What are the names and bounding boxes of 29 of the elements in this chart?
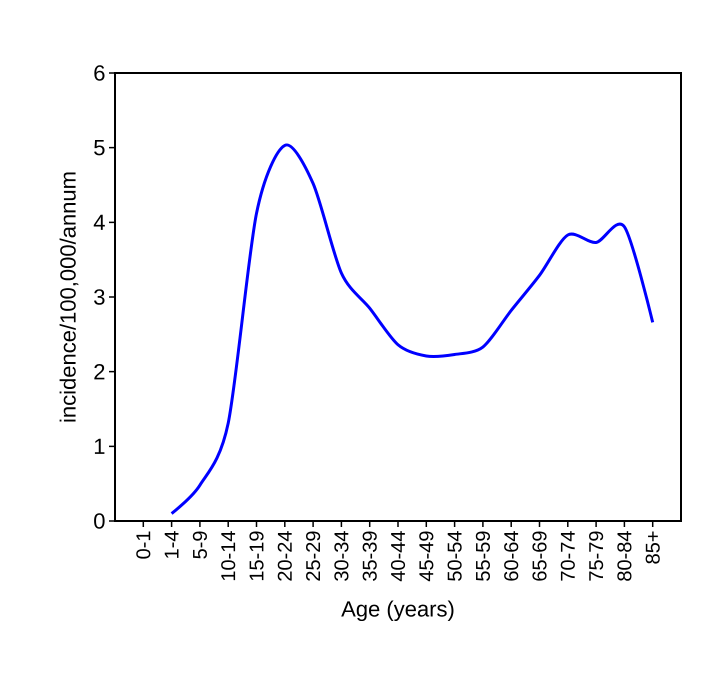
x-tick-label: 70-74 — [560, 531, 575, 581]
y-axis-title: incidence/100,000/annum — [60, 172, 78, 422]
x-tick-label: 30-34 — [334, 531, 348, 581]
x-axis-title: Age (years) — [341, 600, 454, 622]
x-tick-label: 65-69 — [532, 531, 547, 581]
y-tick-label: 0 — [94, 513, 105, 529]
x-tick-label: 60-64 — [504, 531, 518, 581]
x-tick-label: 85+ — [646, 532, 660, 564]
x-tick-label: 10-14 — [221, 531, 236, 580]
x-tick-label: 5-9 — [192, 531, 207, 559]
y-tick-label: 2 — [94, 364, 104, 380]
x-tick-label: 75-79 — [589, 531, 604, 581]
y-tick-label: 5 — [94, 140, 105, 156]
x-tick-label: 15-19 — [249, 531, 264, 580]
y-tick-label: 4 — [94, 214, 105, 230]
x-tick-label: 20-24 — [278, 531, 292, 581]
x-tick-label: 80-84 — [617, 531, 632, 581]
y-tick-label: 1 — [94, 438, 104, 454]
x-tick-label: 50-54 — [448, 531, 462, 581]
x-tick-label: 35-39 — [362, 531, 377, 581]
x-tick-label: 25-29 — [306, 531, 320, 581]
x-tick-label: 45-49 — [419, 531, 434, 582]
x-tick-label: 1-4 — [164, 531, 178, 558]
x-tick-label: 40-44 — [390, 531, 406, 582]
y-tick-label: 6 — [94, 65, 105, 81]
x-tick-label: 55-59 — [476, 531, 490, 581]
line-series — [170, 144, 654, 516]
y-tick-label: 3 — [94, 289, 105, 305]
x-tick-label: 0-1 — [136, 531, 150, 559]
